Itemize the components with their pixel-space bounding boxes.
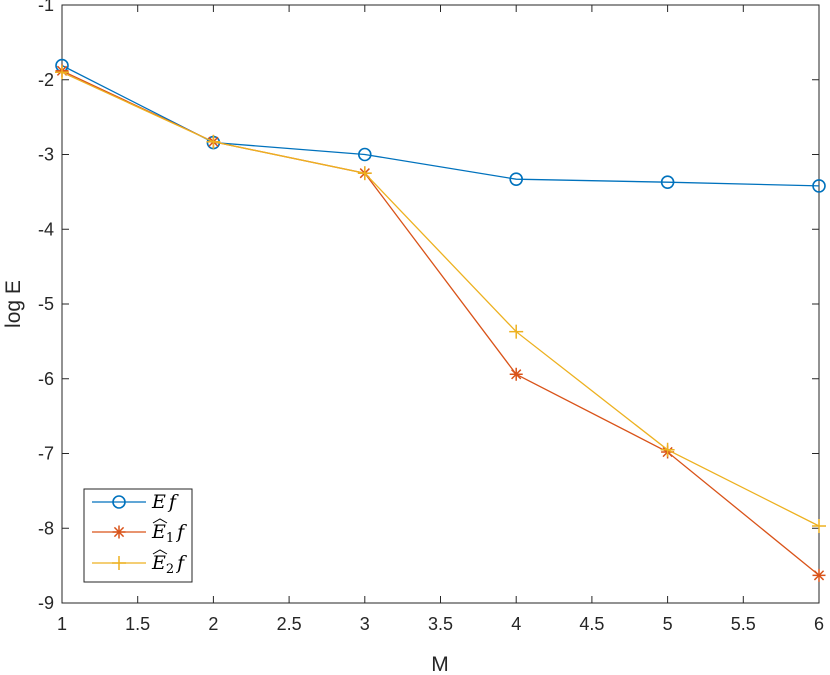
y-axis-label: log E: [2, 280, 25, 328]
x-tick-label: 4.5: [579, 614, 604, 634]
x-tick-label: 3: [360, 614, 370, 634]
legend-label-main: E: [151, 521, 166, 543]
y-tick-label: -2: [38, 70, 54, 90]
legend-label-sub: 1: [166, 531, 174, 546]
y-tick-label: -7: [38, 444, 54, 464]
data-point: [660, 175, 675, 189]
data-point: [206, 134, 221, 149]
x-tick-labels: 1 1.5 2 2.5 3 3.5 4 4.5 5 5.5 6: [57, 614, 824, 634]
legend-entry-3: E2 f: [92, 549, 187, 577]
x-tick-label: 1.5: [125, 614, 150, 634]
legend-marker: [112, 556, 126, 570]
y-tick-labels: -1 -2 -3 -4 -5 -6 -7 -8 -9: [38, 0, 54, 613]
y-tick-label: -3: [38, 145, 54, 165]
y-tick-label: -6: [38, 369, 54, 389]
data-point: [509, 367, 523, 381]
legend-entry-2: E1 f: [92, 518, 187, 546]
x-tick-label: 4: [511, 614, 521, 634]
data-point: [660, 442, 675, 457]
x-tick-label: 3.5: [428, 614, 453, 634]
data-point: [55, 65, 69, 80]
legend-label-main: E: [151, 491, 166, 513]
data-point: [812, 519, 826, 534]
legend-box: [83, 488, 193, 583]
legend-label-main: E: [151, 552, 166, 574]
x-tick-label: 2.5: [277, 614, 302, 634]
y-tick-label: -8: [38, 518, 54, 538]
legend-hat: [152, 518, 168, 524]
x-tick-label: 1: [57, 614, 67, 634]
y-tick-label: -1: [38, 0, 54, 15]
legend-label-sub: 2: [166, 562, 174, 577]
legend-hat: [152, 549, 168, 555]
x-tick-label: 5: [663, 614, 673, 634]
data-point: [509, 172, 524, 186]
legend-marker: [112, 495, 126, 509]
legend-marker: [112, 525, 126, 539]
x-tick-label: 2: [208, 614, 218, 634]
y-tick-label: -9: [38, 593, 54, 613]
y-tick-label: -5: [38, 294, 54, 314]
legend-label: E2 f: [151, 552, 187, 577]
data-point: [812, 179, 826, 193]
series-layer: [55, 58, 826, 582]
y-tick-label: -4: [38, 219, 54, 239]
data-point: [509, 324, 524, 339]
legend-label: E1 f: [151, 521, 187, 546]
series-3: [55, 65, 826, 534]
axis-ticks: [61, 4, 820, 604]
legend-label-tail: f: [175, 552, 187, 574]
x-axis-label: M: [431, 653, 449, 675]
data-point: [812, 568, 826, 582]
data-point: [357, 166, 372, 181]
legend-label-tail: f: [175, 521, 187, 543]
data-point: [357, 147, 372, 162]
x-tick-label: 5.5: [731, 614, 756, 634]
legend-label-tail: f: [167, 491, 179, 513]
x-tick-label: 6: [814, 614, 824, 634]
series-line: [61, 71, 820, 527]
